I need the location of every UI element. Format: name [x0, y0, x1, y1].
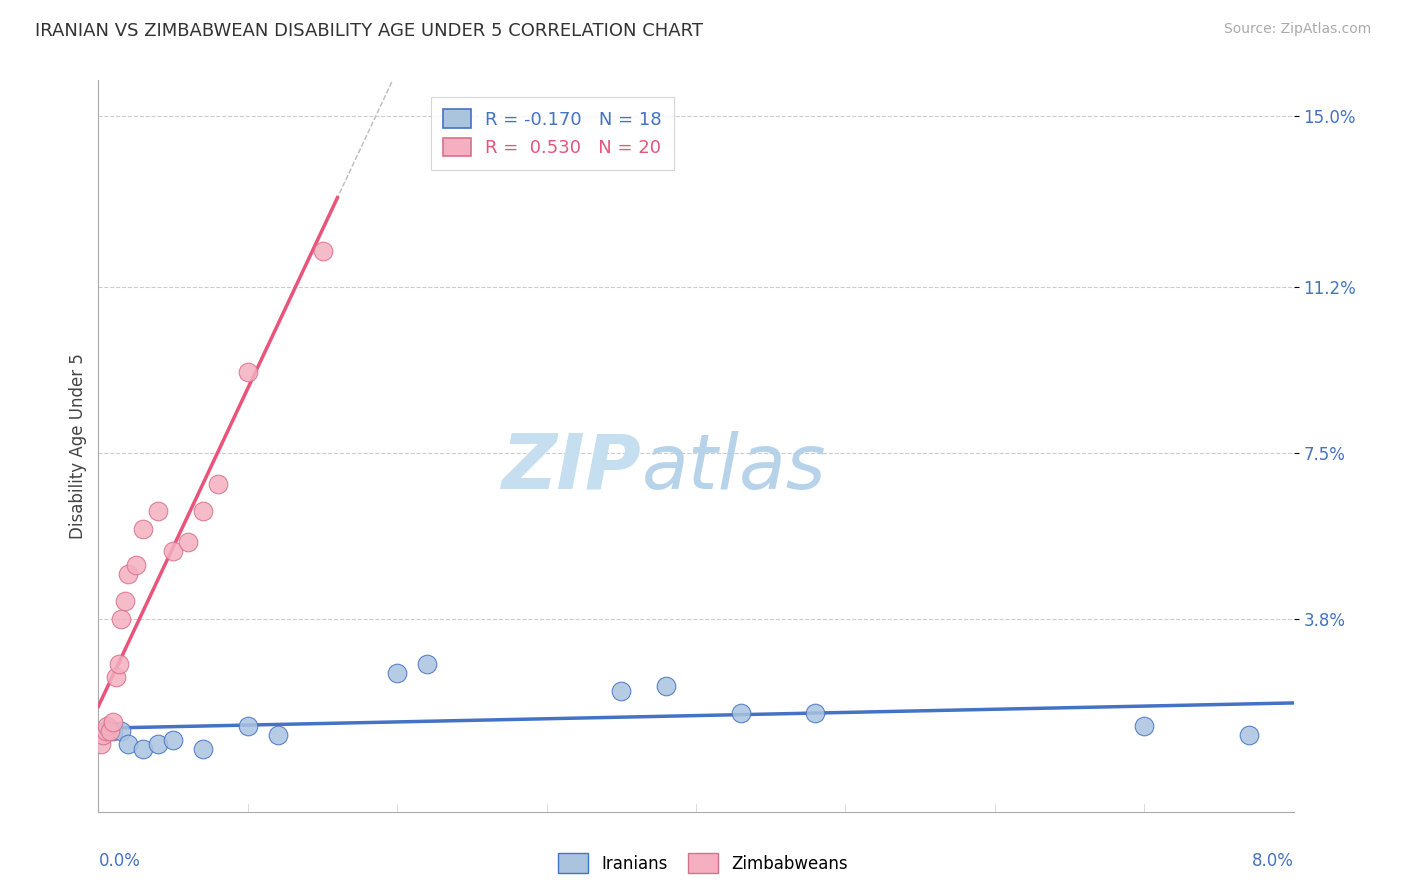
Point — [804, 706, 827, 720]
Point — [148, 738, 170, 752]
Point — [117, 738, 139, 752]
Point — [416, 657, 439, 671]
Text: 8.0%: 8.0% — [1251, 852, 1294, 870]
Point — [91, 728, 114, 742]
Point — [148, 504, 170, 518]
Point — [311, 244, 333, 258]
Point — [236, 365, 259, 379]
Text: atlas: atlas — [643, 431, 827, 505]
Point — [610, 683, 633, 698]
Point — [103, 723, 125, 738]
Point — [94, 723, 117, 738]
Point — [96, 719, 118, 733]
Legend: R = -0.170   N = 18, R =  0.530   N = 20: R = -0.170 N = 18, R = 0.530 N = 20 — [430, 96, 675, 169]
Point — [114, 594, 136, 608]
Y-axis label: Disability Age Under 5: Disability Age Under 5 — [69, 353, 87, 539]
Point — [110, 612, 132, 626]
Point — [162, 544, 184, 558]
Point — [105, 670, 128, 684]
Legend: Iranians, Zimbabweans: Iranians, Zimbabweans — [551, 847, 855, 880]
Point — [132, 742, 155, 756]
Point — [655, 679, 678, 693]
Point — [98, 723, 122, 738]
Point — [90, 738, 112, 752]
Point — [108, 657, 131, 671]
Point — [117, 566, 139, 581]
Point — [236, 719, 259, 733]
Text: ZIP: ZIP — [502, 431, 643, 505]
Point — [132, 522, 155, 536]
Text: Source: ZipAtlas.com: Source: ZipAtlas.com — [1223, 22, 1371, 37]
Point — [125, 558, 148, 572]
Point — [207, 477, 229, 491]
Point — [191, 504, 214, 518]
Point — [110, 723, 132, 738]
Point — [1237, 728, 1260, 742]
Text: 0.0%: 0.0% — [98, 852, 141, 870]
Point — [1133, 719, 1156, 733]
Point — [94, 723, 117, 738]
Point — [177, 535, 200, 549]
Point — [267, 728, 290, 742]
Text: IRANIAN VS ZIMBABWEAN DISABILITY AGE UNDER 5 CORRELATION CHART: IRANIAN VS ZIMBABWEAN DISABILITY AGE UND… — [35, 22, 703, 40]
Point — [103, 714, 125, 729]
Point — [162, 733, 184, 747]
Point — [730, 706, 752, 720]
Point — [385, 665, 409, 680]
Point — [191, 742, 214, 756]
